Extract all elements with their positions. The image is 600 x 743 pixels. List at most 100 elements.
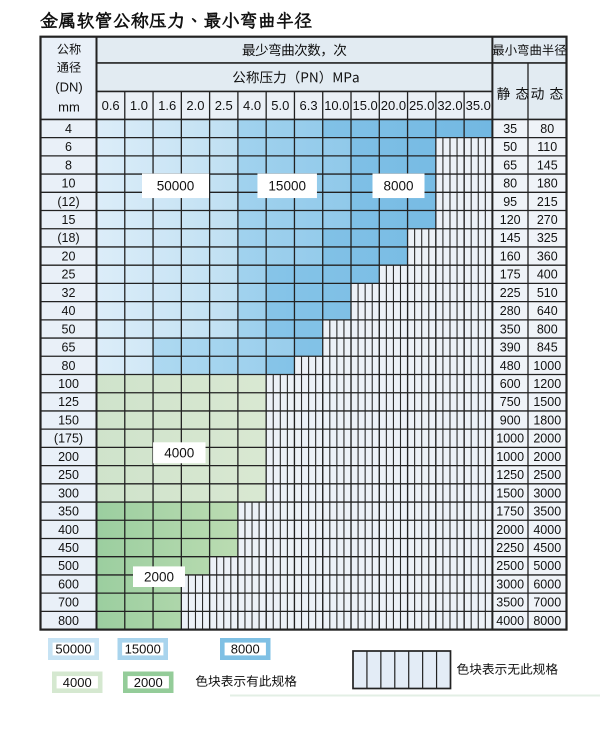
svg-text:225: 225 bbox=[500, 286, 521, 300]
svg-text:4000: 4000 bbox=[164, 446, 194, 461]
svg-text:2000: 2000 bbox=[533, 450, 561, 464]
svg-text:800: 800 bbox=[537, 322, 558, 336]
svg-text:500: 500 bbox=[58, 559, 79, 573]
svg-text:6.3: 6.3 bbox=[300, 98, 318, 113]
svg-text:32: 32 bbox=[62, 286, 76, 300]
svg-text:3000: 3000 bbox=[533, 486, 561, 500]
svg-text:640: 640 bbox=[537, 304, 558, 318]
svg-text:750: 750 bbox=[500, 395, 521, 409]
svg-text:120: 120 bbox=[500, 213, 521, 227]
svg-text:1800: 1800 bbox=[533, 413, 561, 427]
svg-text:8000: 8000 bbox=[231, 642, 260, 657]
svg-text:6000: 6000 bbox=[533, 577, 561, 591]
svg-text:200: 200 bbox=[58, 450, 79, 464]
svg-text:15000: 15000 bbox=[268, 179, 306, 194]
svg-text:5.0: 5.0 bbox=[271, 98, 289, 113]
svg-text:10: 10 bbox=[62, 177, 76, 191]
svg-text:65: 65 bbox=[62, 341, 76, 355]
svg-text:1200: 1200 bbox=[533, 377, 561, 391]
svg-text:(175): (175) bbox=[54, 432, 83, 446]
svg-text:480: 480 bbox=[500, 359, 521, 373]
svg-text:80: 80 bbox=[503, 177, 517, 191]
svg-text:400: 400 bbox=[58, 523, 79, 537]
svg-text:(18): (18) bbox=[57, 231, 79, 245]
svg-text:215: 215 bbox=[537, 195, 558, 209]
svg-text:400: 400 bbox=[537, 268, 558, 282]
svg-text:2500: 2500 bbox=[496, 559, 524, 573]
svg-text:2000: 2000 bbox=[496, 523, 524, 537]
svg-text:1750: 1750 bbox=[496, 505, 524, 519]
svg-text:845: 845 bbox=[537, 341, 558, 355]
svg-text:8: 8 bbox=[65, 158, 72, 172]
svg-text:160: 160 bbox=[500, 249, 521, 263]
svg-text:150: 150 bbox=[58, 413, 79, 427]
svg-text:1250: 1250 bbox=[496, 468, 524, 482]
svg-text:600: 600 bbox=[500, 377, 521, 391]
svg-text:4500: 4500 bbox=[533, 541, 561, 555]
svg-text:6: 6 bbox=[65, 140, 72, 154]
svg-text:180: 180 bbox=[537, 177, 558, 191]
svg-text:145: 145 bbox=[500, 231, 521, 245]
svg-text:mm: mm bbox=[58, 100, 80, 115]
svg-text:95: 95 bbox=[503, 195, 517, 209]
svg-text:2000: 2000 bbox=[134, 675, 163, 690]
svg-text:25: 25 bbox=[62, 268, 76, 282]
svg-text:4000: 4000 bbox=[533, 523, 561, 537]
svg-text:4000: 4000 bbox=[63, 675, 92, 690]
svg-text:20.0: 20.0 bbox=[381, 98, 406, 113]
svg-text:390: 390 bbox=[500, 341, 521, 355]
svg-text:15: 15 bbox=[62, 213, 76, 227]
svg-text:300: 300 bbox=[58, 486, 79, 500]
svg-text:(12): (12) bbox=[57, 195, 79, 209]
svg-text:175: 175 bbox=[500, 268, 521, 282]
svg-text:1.0: 1.0 bbox=[130, 98, 148, 113]
svg-text:350: 350 bbox=[58, 505, 79, 519]
svg-text:4000: 4000 bbox=[496, 614, 524, 628]
svg-text:(DN): (DN) bbox=[55, 79, 82, 94]
svg-text:1500: 1500 bbox=[496, 486, 524, 500]
svg-text:3500: 3500 bbox=[496, 596, 524, 610]
svg-text:2500: 2500 bbox=[533, 468, 561, 482]
svg-text:8000: 8000 bbox=[533, 614, 561, 628]
svg-text:80: 80 bbox=[62, 359, 76, 373]
svg-text:125: 125 bbox=[58, 395, 79, 409]
svg-text:110: 110 bbox=[537, 140, 557, 154]
svg-text:350: 350 bbox=[500, 322, 521, 336]
svg-text:50: 50 bbox=[503, 140, 517, 154]
svg-text:4.0: 4.0 bbox=[243, 98, 261, 113]
svg-text:15.0: 15.0 bbox=[352, 98, 377, 113]
svg-text:0.6: 0.6 bbox=[102, 98, 120, 113]
svg-text:1500: 1500 bbox=[533, 395, 561, 409]
svg-text:1000: 1000 bbox=[533, 359, 561, 373]
svg-text:100: 100 bbox=[58, 377, 79, 391]
svg-text:325: 325 bbox=[537, 231, 558, 245]
svg-text:10.0: 10.0 bbox=[324, 98, 349, 113]
svg-text:20: 20 bbox=[62, 249, 76, 263]
svg-text:2.5: 2.5 bbox=[215, 98, 233, 113]
svg-text:50: 50 bbox=[62, 322, 76, 336]
svg-text:50000: 50000 bbox=[55, 642, 91, 657]
svg-text:50000: 50000 bbox=[157, 179, 195, 194]
svg-text:35.0: 35.0 bbox=[466, 98, 491, 113]
svg-text:700: 700 bbox=[58, 596, 79, 610]
svg-text:800: 800 bbox=[58, 614, 79, 628]
svg-text:1.6: 1.6 bbox=[158, 98, 176, 113]
svg-text:450: 450 bbox=[58, 541, 79, 555]
svg-text:3000: 3000 bbox=[496, 577, 524, 591]
svg-text:2000: 2000 bbox=[144, 570, 174, 585]
svg-text:280: 280 bbox=[500, 304, 521, 318]
svg-text:5000: 5000 bbox=[533, 559, 561, 573]
svg-text:35: 35 bbox=[503, 122, 517, 136]
svg-text:40: 40 bbox=[62, 304, 76, 318]
svg-text:8000: 8000 bbox=[383, 179, 413, 194]
svg-text:2250: 2250 bbox=[496, 541, 524, 555]
svg-text:2.0: 2.0 bbox=[186, 98, 204, 113]
svg-text:1000: 1000 bbox=[496, 450, 524, 464]
svg-text:250: 250 bbox=[58, 468, 79, 482]
svg-text:1000: 1000 bbox=[496, 432, 524, 446]
svg-text:80: 80 bbox=[540, 122, 554, 136]
svg-text:7000: 7000 bbox=[533, 596, 561, 610]
svg-text:2000: 2000 bbox=[533, 432, 561, 446]
svg-text:510: 510 bbox=[537, 286, 558, 300]
svg-text:360: 360 bbox=[537, 249, 558, 263]
